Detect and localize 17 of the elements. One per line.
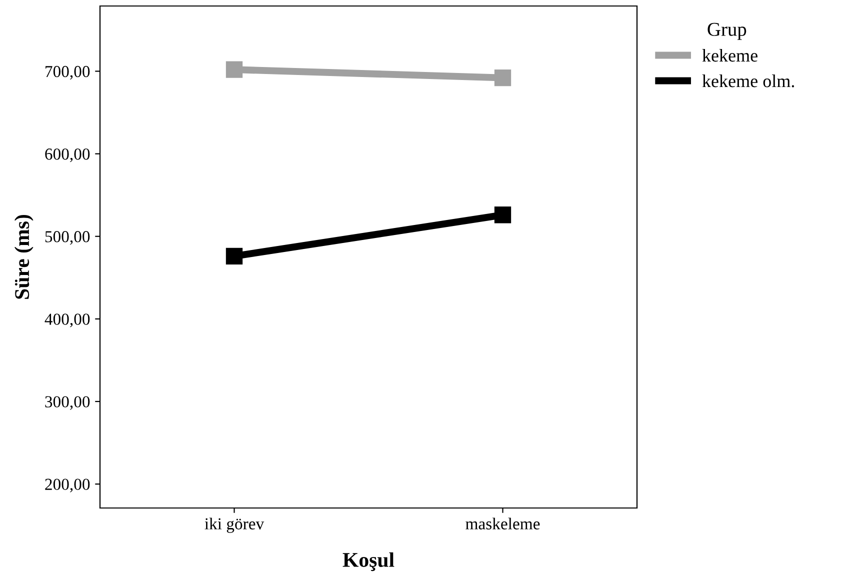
x-axis-title: Koşul — [342, 552, 394, 572]
x-tick-label: maskeleme — [466, 518, 540, 530]
y-tick-label: 600,00 — [45, 148, 90, 162]
point — [494, 206, 512, 224]
y-tick-label: 700,00 — [46, 66, 90, 80]
legend-title: Grup — [708, 22, 746, 40]
y-tick-label: 300,00 — [45, 396, 90, 410]
y-tick-label: 400,00 — [44, 314, 90, 328]
y-tick-label: 500,00 — [45, 231, 90, 245]
legend-label: kekeme olm. — [702, 74, 794, 88]
point — [226, 61, 243, 78]
y-tick-label: 200,00 — [45, 478, 90, 492]
y-axis-title: Süre (ms) — [14, 214, 34, 299]
x-tick-label: iki görev — [204, 518, 264, 533]
legend-label: kekeme — [702, 49, 758, 62]
point — [226, 248, 243, 265]
point — [494, 70, 512, 86]
